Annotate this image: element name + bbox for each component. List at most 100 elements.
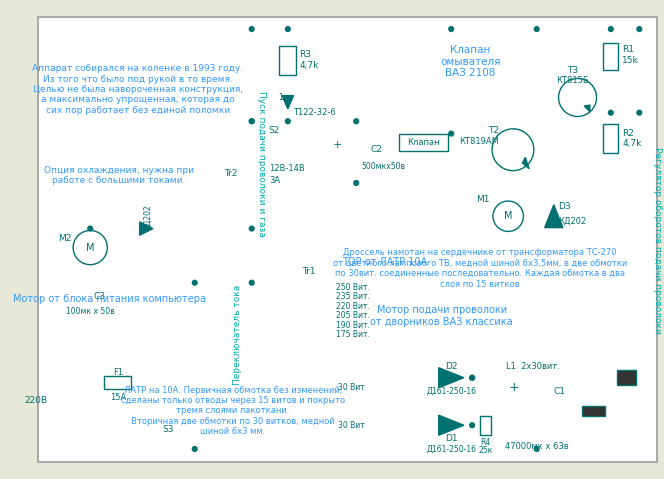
- Polygon shape: [282, 96, 293, 109]
- Text: M2: M2: [58, 234, 71, 242]
- Bar: [479, 416, 491, 435]
- Text: 100мк х 50в: 100мк х 50в: [66, 307, 115, 316]
- Bar: [582, 406, 605, 416]
- Text: D1: D1: [445, 434, 457, 443]
- Text: F1: F1: [113, 367, 123, 376]
- Text: S2: S2: [269, 126, 280, 135]
- Bar: [399, 134, 448, 151]
- Text: Аппарат собирался на коленке в 1993 году.
Из того что было под рукой в то время.: Аппарат собирался на коленке в 1993 году…: [32, 64, 243, 115]
- Text: 4,7k: 4,7k: [299, 61, 319, 69]
- Circle shape: [354, 181, 359, 185]
- Circle shape: [250, 119, 254, 124]
- Text: Д161-250-16: Д161-250-16: [426, 445, 476, 454]
- Text: Tr2: Tr2: [224, 169, 238, 178]
- Text: 15k: 15k: [622, 56, 639, 65]
- Circle shape: [535, 27, 539, 32]
- Circle shape: [286, 27, 290, 32]
- Text: Д161-250-16: Д161-250-16: [426, 387, 476, 396]
- Text: C2: C2: [371, 145, 382, 154]
- Text: 220В: 220В: [25, 396, 48, 405]
- Text: 30 Вит: 30 Вит: [338, 421, 365, 430]
- Text: M: M: [504, 211, 513, 221]
- Text: Регулятор оборотов подачи проволоки: Регулятор оборотов подачи проволоки: [653, 147, 662, 333]
- Text: 190 Вит.: 190 Вит.: [336, 321, 370, 330]
- Text: КТ819АМ: КТ819АМ: [459, 137, 499, 146]
- Text: S3: S3: [163, 425, 174, 434]
- Text: M: M: [86, 242, 94, 252]
- Bar: [104, 376, 131, 389]
- Text: 30 Вит: 30 Вит: [338, 383, 365, 392]
- Text: Мотор от блока питания компьютера: Мотор от блока питания компьютера: [13, 294, 206, 304]
- Text: C3: C3: [93, 293, 105, 301]
- Text: T2: T2: [488, 126, 499, 135]
- Text: Дроссель намотан на сердечнике от трансформатора ТС-270
от цветного лампового ТВ: Дроссель намотан на сердечнике от трансф…: [333, 249, 627, 288]
- Text: D3: D3: [558, 202, 571, 211]
- Text: 25к: 25к: [478, 446, 493, 456]
- Text: Клапан
омывателя
ВАЗ 2108: Клапан омывателя ВАЗ 2108: [440, 45, 501, 79]
- Text: Переключатель тока: Переключатель тока: [233, 285, 242, 385]
- Text: 175 Вит.: 175 Вит.: [336, 331, 370, 340]
- Circle shape: [469, 423, 475, 428]
- Text: T122-32-6: T122-32-6: [293, 108, 335, 117]
- Circle shape: [637, 27, 641, 32]
- Text: R1: R1: [622, 46, 634, 55]
- Text: 250 Вит.: 250 Вит.: [336, 283, 370, 292]
- Text: +: +: [509, 381, 520, 394]
- Polygon shape: [139, 222, 153, 235]
- Circle shape: [608, 27, 613, 32]
- Circle shape: [250, 226, 254, 231]
- Text: R2: R2: [622, 129, 634, 138]
- Circle shape: [608, 110, 613, 115]
- Circle shape: [637, 110, 641, 115]
- Circle shape: [469, 376, 475, 380]
- Text: 1: 1: [278, 93, 283, 102]
- Text: ТОР от ЛАТР 10А: ТОР от ЛАТР 10А: [342, 257, 427, 267]
- Circle shape: [449, 131, 454, 136]
- Text: 47000мк х 63в: 47000мк х 63в: [505, 442, 568, 451]
- Circle shape: [250, 280, 254, 285]
- Circle shape: [250, 119, 254, 124]
- Polygon shape: [523, 157, 529, 169]
- Text: КТ815Б: КТ815Б: [556, 76, 589, 85]
- Text: R3: R3: [299, 50, 311, 59]
- Text: ЛАТР на 10А. Первичная обмотка без изменений,
сделаны только отводы через 15 вит: ЛАТР на 10А. Первичная обмотка без измен…: [121, 386, 345, 436]
- Polygon shape: [544, 205, 563, 228]
- Text: 205 Вит.: 205 Вит.: [336, 311, 370, 320]
- Text: 500мкх50в: 500мкх50в: [361, 162, 405, 171]
- Circle shape: [88, 226, 92, 231]
- Text: Мотор подачи проволоки
от дворников ВАЗ классика: Мотор подачи проволоки от дворников ВАЗ …: [371, 305, 513, 327]
- Text: Tr1: Tr1: [302, 267, 315, 276]
- Text: Клапан: Клапан: [407, 137, 440, 147]
- Circle shape: [193, 280, 197, 285]
- Text: КД202: КД202: [558, 217, 587, 226]
- Polygon shape: [439, 415, 463, 435]
- Text: 4,7k: 4,7k: [622, 138, 641, 148]
- Text: +: +: [333, 140, 342, 150]
- Circle shape: [535, 446, 539, 451]
- Bar: [618, 370, 637, 385]
- Text: T3: T3: [567, 67, 578, 75]
- Text: Опция охлаждения, нужна при
работе с большими токами.: Опция охлаждения, нужна при работе с бол…: [44, 166, 194, 185]
- Text: M1: M1: [475, 194, 489, 204]
- Circle shape: [193, 446, 197, 451]
- Circle shape: [449, 27, 454, 32]
- Polygon shape: [439, 368, 463, 388]
- Text: Пуск подачи проволоки и газа: Пуск подачи проволоки и газа: [257, 91, 266, 237]
- Text: R4: R4: [480, 438, 491, 447]
- Bar: [603, 124, 618, 153]
- Text: D2: D2: [445, 362, 457, 371]
- Text: 12В-14В: 12В-14В: [269, 164, 305, 173]
- Text: C1: C1: [554, 387, 566, 396]
- Text: 15А: 15А: [110, 393, 126, 402]
- Text: КД202: КД202: [143, 205, 152, 230]
- Circle shape: [286, 119, 290, 124]
- Text: 235 Вит.: 235 Вит.: [336, 293, 370, 301]
- Text: L1  2х30вит.: L1 2х30вит.: [506, 362, 560, 371]
- Polygon shape: [584, 105, 590, 112]
- Bar: [603, 43, 618, 70]
- Circle shape: [469, 376, 475, 380]
- Text: 3А: 3А: [269, 176, 280, 184]
- Text: 220 Вит.: 220 Вит.: [336, 302, 370, 311]
- Circle shape: [354, 119, 359, 124]
- Bar: [280, 46, 296, 75]
